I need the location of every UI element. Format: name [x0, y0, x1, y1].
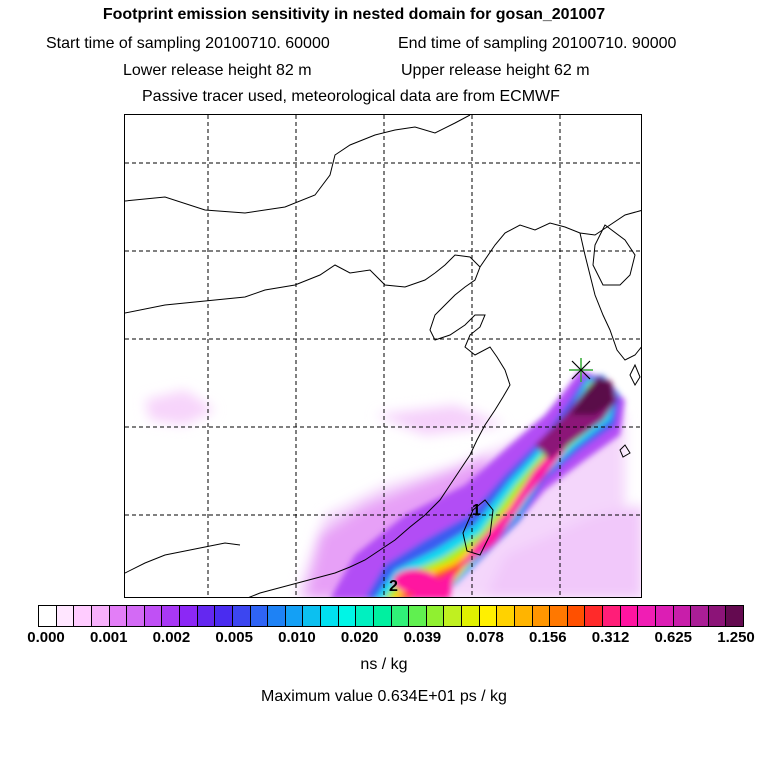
colorbar-segment — [691, 606, 709, 626]
colorbar-tick-label: 0.625 — [654, 629, 693, 646]
colorbar-tick-label: 0.010 — [278, 629, 316, 646]
footprint-map: 1 2 — [124, 114, 642, 598]
colorbar-segment — [462, 606, 480, 626]
colorbar-segment — [373, 606, 392, 626]
colorbar-segment — [250, 606, 269, 626]
colorbar-tick-label: 0.000 — [27, 629, 65, 646]
info-line: Passive tracer used, meteorological data… — [142, 88, 560, 105]
upper-release-label: Upper release height 62 m — [401, 62, 590, 79]
colorbar-segment — [550, 606, 568, 626]
colorbar-unit: ns / kg — [360, 656, 408, 673]
colorbar-segment — [144, 606, 163, 626]
colorbar-segment — [109, 606, 128, 626]
colorbar-segment — [620, 606, 639, 626]
colorbar-tick-label: 0.078 — [466, 629, 504, 646]
colorbar-segment — [497, 606, 515, 626]
marker-label-1: 1 — [472, 502, 481, 519]
colorbar-segment — [268, 606, 286, 626]
colorbar-segment — [338, 606, 357, 626]
map-canvas: 1 2 — [125, 115, 641, 597]
colorbar-segment — [708, 606, 727, 626]
colorbar-segment — [726, 606, 743, 626]
colorbar-segment — [74, 606, 92, 626]
colorbar-segment — [180, 606, 198, 626]
colorbar-segment — [56, 606, 75, 626]
colorbar-segment — [514, 606, 533, 626]
colorbar-segment — [127, 606, 145, 626]
colorbar-segment — [321, 606, 339, 626]
colorbar-segment — [585, 606, 603, 626]
colorbar-tick-label: 0.005 — [215, 629, 253, 646]
plume-core — [331, 370, 625, 597]
colorbar-tick-label: 0.039 — [403, 629, 442, 646]
colorbar-segment — [444, 606, 462, 626]
colorbar-segment — [215, 606, 233, 626]
marker-label-2: 2 — [389, 578, 398, 595]
colorbar-segment — [39, 606, 57, 626]
maximum-value-label: Maximum value 0.634E+01 ps / kg — [261, 688, 507, 705]
coastlines — [125, 115, 641, 597]
colorbar-segment — [655, 606, 674, 626]
colorbar-segment — [197, 606, 216, 626]
colorbar-tick-label: 0.020 — [340, 629, 379, 646]
colorbar-tick-label: 0.002 — [152, 629, 191, 646]
colorbar-tick-label: 0.156 — [529, 629, 567, 646]
release-site-icon — [569, 358, 593, 382]
colorbar-segment — [285, 606, 304, 626]
colorbar-segment — [162, 606, 180, 626]
colorbar-segment — [391, 606, 410, 626]
end-time-label: End time of sampling 20100710. 90000 — [398, 35, 677, 52]
colorbar-segment — [673, 606, 692, 626]
colorbar-segment — [603, 606, 621, 626]
colorbar-tick-label: 1.250 — [717, 629, 755, 646]
colorbar-segment — [303, 606, 321, 626]
colorbar-segment — [356, 606, 374, 626]
start-time-label: Start time of sampling 20100710. 60000 — [46, 35, 330, 52]
colorbar — [38, 605, 744, 627]
lower-release-label: Lower release height 82 m — [123, 62, 312, 79]
colorbar-tick-label: 0.312 — [591, 629, 630, 646]
colorbar-segment — [409, 606, 427, 626]
colorbar-segment — [232, 606, 251, 626]
colorbar-segment — [91, 606, 110, 626]
colorbar-segment — [426, 606, 445, 626]
colorbar-segment — [567, 606, 586, 626]
colorbar-segment — [532, 606, 551, 626]
colorbar-segment — [638, 606, 656, 626]
map-grid — [125, 115, 641, 597]
colorbar-tick-label: 0.001 — [89, 629, 128, 646]
colorbar-segment — [479, 606, 498, 626]
map-title: Footprint emission sensitivity in nested… — [102, 6, 606, 23]
